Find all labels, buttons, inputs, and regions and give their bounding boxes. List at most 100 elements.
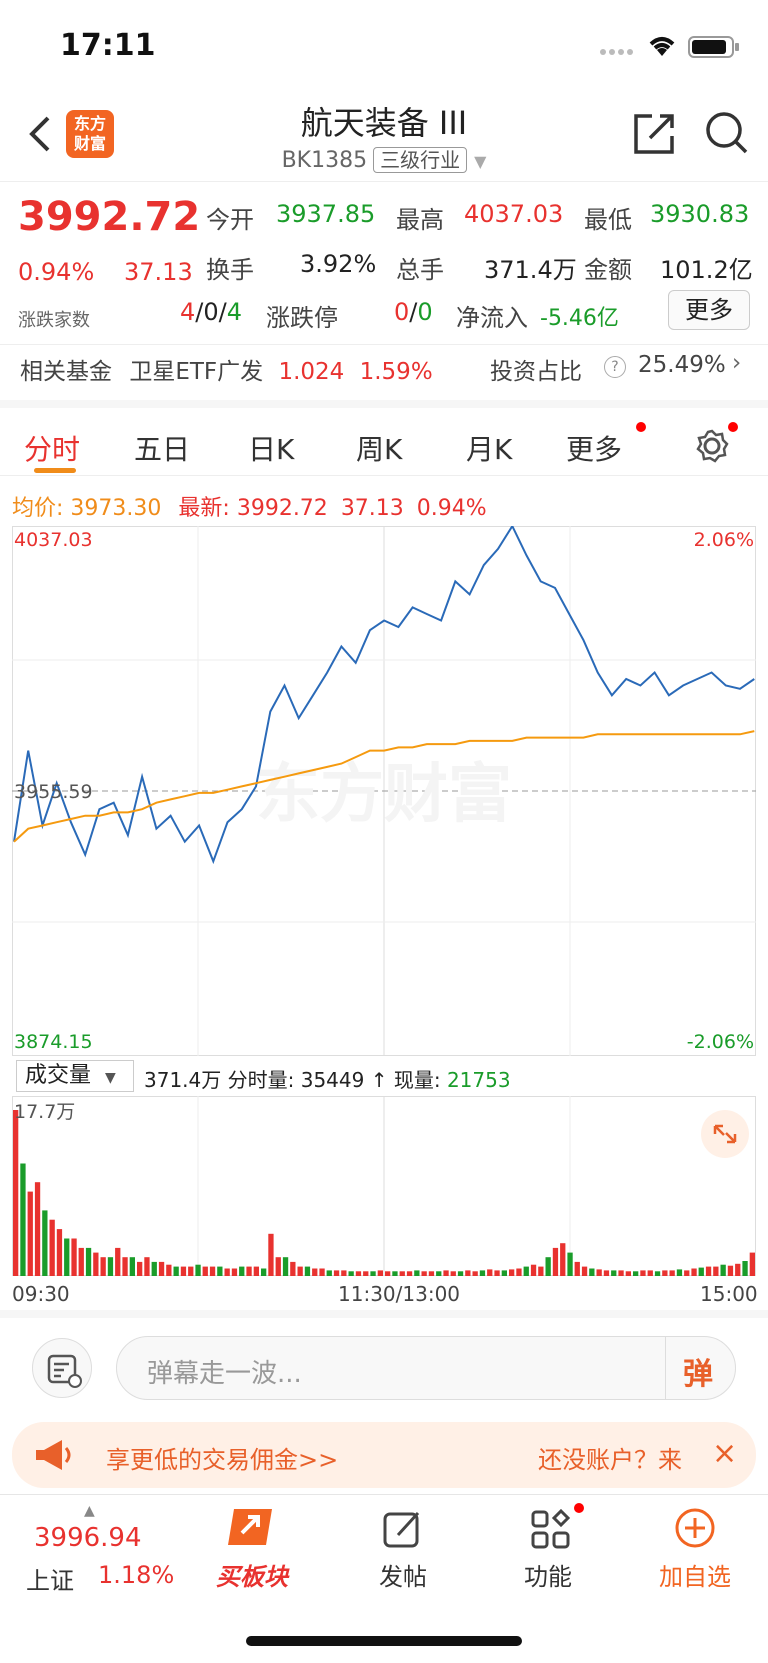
tab-day-k[interactable]: 日K: [248, 433, 295, 466]
volume-bar: [472, 1271, 478, 1276]
volume-bar: [268, 1233, 274, 1276]
avg-label: 均价:: [12, 496, 64, 521]
volume-bar: [42, 1210, 48, 1276]
volume-bar: [596, 1269, 602, 1276]
tab-week-k[interactable]: 周K: [356, 433, 403, 466]
volume-bar: [282, 1257, 289, 1276]
promo-right-text[interactable]: 还没账户？来: [538, 1446, 682, 1474]
danmu-settings-button[interactable]: [32, 1338, 92, 1398]
volume-bar: [188, 1266, 194, 1276]
limit-down-count: 0: [417, 298, 433, 326]
back-icon[interactable]: [26, 114, 52, 154]
volume-bar: [333, 1270, 340, 1276]
search-icon[interactable]: [704, 110, 750, 156]
nav-function[interactable]: 功能: [524, 1563, 572, 1591]
promo-left-text[interactable]: 享更低的交易佣金>>: [106, 1446, 339, 1474]
function-dot: [574, 1503, 584, 1513]
post-icon[interactable]: [382, 1509, 424, 1551]
price-top-label: 4037.03: [14, 529, 93, 551]
volume-bar: [297, 1266, 303, 1276]
more-button[interactable]: 更多: [668, 290, 750, 330]
volume-bar: [618, 1270, 624, 1276]
nav-post[interactable]: 发帖: [379, 1563, 427, 1591]
dropdown-icon[interactable]: ▼: [474, 152, 487, 171]
divider: [665, 1337, 666, 1399]
split-label: 分时量:: [227, 1068, 295, 1092]
fund-pct: 1.59%: [359, 359, 433, 385]
expand-icon: [713, 1124, 737, 1144]
amount-value: 101.2亿: [660, 256, 753, 284]
promo-banner[interactable]: 享更低的交易佣金>> 还没账户？来 ×: [12, 1422, 756, 1488]
tab-intraday[interactable]: 分时: [24, 433, 81, 466]
volume-bar: [129, 1257, 135, 1276]
close-icon[interactable]: ×: [712, 1436, 738, 1471]
volume-bar: [319, 1268, 325, 1276]
volume-bar: [567, 1252, 573, 1276]
volume-bar: [603, 1270, 610, 1276]
function-icon[interactable]: [530, 1509, 572, 1551]
volume-bar: [581, 1266, 588, 1276]
page-subtitle[interactable]: BK1385 三级行业 ▼: [0, 144, 768, 173]
volume-bar: [691, 1268, 697, 1276]
netflow-value: -5.46亿: [540, 306, 619, 331]
intraday-chart[interactable]: 东方财富 4037.03 2.06% 3955.59 3874.15 -2.06…: [12, 526, 756, 1056]
volume-bar: [487, 1269, 493, 1276]
danmu-input[interactable]: 弹幕走一波... 弹: [116, 1336, 736, 1400]
nav-add-watchlist[interactable]: 加自选: [659, 1563, 731, 1591]
related-fund-row[interactable]: 相关基金 卫星ETF广发 1.024 1.59% 投资占比 ? 25.49% ›: [20, 350, 750, 386]
index-value[interactable]: 3996.94: [34, 1523, 142, 1553]
help-icon[interactable]: ?: [604, 356, 626, 378]
volume-bar: [246, 1266, 252, 1276]
volume-bar: [239, 1266, 245, 1276]
netflow-label: 净流入: [456, 304, 528, 332]
page-title: 航天装备 III: [300, 104, 468, 142]
megaphone-icon: [36, 1440, 71, 1470]
volume-bar: [78, 1247, 84, 1276]
volume-bar: [684, 1270, 690, 1276]
volume-bar: [560, 1243, 566, 1276]
volume-bar: [523, 1266, 529, 1276]
volume-bar: [326, 1270, 332, 1276]
volume-bar: [107, 1257, 114, 1276]
gear-icon[interactable]: [694, 428, 730, 464]
volume-bar: [137, 1261, 143, 1276]
volume-select[interactable]: 成交量 ▼: [16, 1060, 134, 1092]
volume-bar: [552, 1247, 559, 1276]
volume-bar: [158, 1261, 165, 1276]
volume-bar: [27, 1191, 33, 1276]
expand-button[interactable]: [701, 1110, 749, 1158]
volume-info: 371.4万 分时量: 35449 ↑ 现量: 21753: [144, 1064, 511, 1093]
nav-buy-sector[interactable]: 买板块: [216, 1563, 288, 1591]
chart-tabs: 分时 五日 日K 周K 月K 更多: [0, 400, 768, 476]
index-pct[interactable]: 1.18%: [98, 1561, 175, 1589]
high-value: 4037.03: [464, 200, 564, 228]
volume-bar: [436, 1271, 442, 1276]
volume-bar: [698, 1267, 704, 1276]
tab-month-k[interactable]: 月K: [466, 433, 513, 466]
volume-chart[interactable]: 17.7万: [12, 1096, 756, 1276]
volume-bar: [202, 1266, 208, 1276]
volume-bar: [377, 1270, 383, 1276]
volume-bar: [713, 1266, 719, 1276]
volume-bar: [720, 1264, 726, 1276]
index-name[interactable]: 上证: [26, 1567, 74, 1595]
turnover-label: 换手: [206, 256, 254, 284]
tab-more[interactable]: 更多: [566, 433, 623, 466]
buy-sector-icon[interactable]: [226, 1503, 280, 1551]
volume-bar: [654, 1271, 661, 1276]
x-label-close: 15:00: [700, 1282, 758, 1306]
danmu-send-button[interactable]: 弹: [683, 1357, 713, 1392]
add-watchlist-icon[interactable]: [674, 1507, 716, 1549]
battery-icon: [688, 36, 739, 58]
volume-bar: [676, 1269, 683, 1276]
volume-bar: [705, 1266, 712, 1276]
divider: [0, 344, 768, 345]
open-label: 今开: [206, 206, 254, 234]
sector-tag: 三级行业: [373, 147, 468, 173]
tab-five-day[interactable]: 五日: [134, 433, 191, 466]
volume-bar: [516, 1268, 522, 1276]
volume-bar: [166, 1264, 172, 1276]
volume-bar: [509, 1269, 515, 1276]
share-icon[interactable]: [632, 112, 678, 156]
volume-bar: [64, 1238, 70, 1276]
